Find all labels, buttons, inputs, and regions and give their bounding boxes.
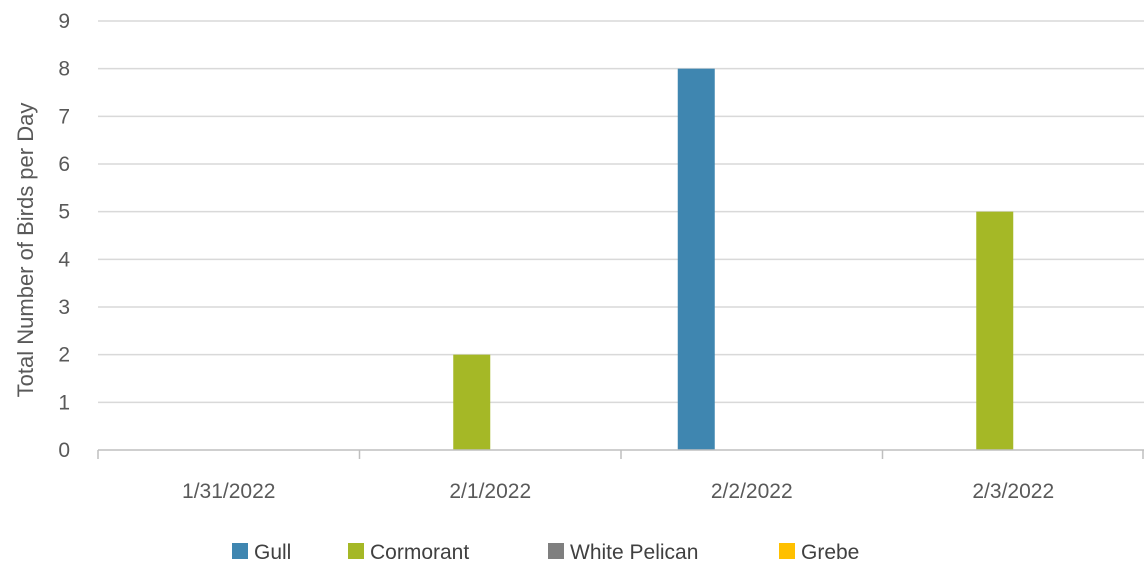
legend-swatch	[548, 543, 564, 559]
x-axis	[97, 449, 1144, 459]
bar	[976, 211, 1014, 450]
x-tick-label: 2/3/2022	[972, 480, 1054, 503]
x-tick-label: 2/2/2022	[711, 480, 793, 503]
x-axis-ticks: 1/31/2022 2/1/2022 2/2/2022 2/3/2022	[182, 480, 1054, 503]
y-tick-label: 8	[58, 58, 70, 81]
bars	[453, 68, 1014, 451]
y-tick-label: 0	[58, 439, 70, 462]
bar	[453, 354, 491, 450]
legend-label: Cormorant	[370, 541, 469, 564]
y-tick-label: 4	[58, 248, 70, 271]
y-tick-label: 6	[58, 153, 70, 176]
y-axis-title: Total Number of Birds per Day	[13, 103, 38, 398]
y-tick-label: 2	[58, 344, 70, 367]
y-tick-label: 7	[58, 105, 70, 128]
y-axis-ticks: 0 1 2 3 4 5 6 7 8 9	[58, 10, 70, 462]
y-tick-label: 5	[58, 201, 70, 224]
legend-label: Gull	[254, 541, 291, 564]
legend: Gull Cormorant White Pelican Grebe	[232, 541, 859, 564]
x-tick-label: 1/31/2022	[182, 480, 275, 503]
legend-label: Grebe	[801, 541, 859, 564]
x-tick-label: 2/1/2022	[449, 480, 531, 503]
legend-swatch	[348, 543, 364, 559]
legend-label: White Pelican	[570, 541, 698, 564]
legend-swatch	[779, 543, 795, 559]
y-tick-label: 1	[58, 391, 70, 414]
legend-swatch	[232, 543, 248, 559]
gridlines	[98, 20, 1144, 404]
y-tick-label: 9	[58, 10, 70, 33]
bar	[677, 68, 715, 451]
y-tick-label: 3	[58, 296, 70, 319]
